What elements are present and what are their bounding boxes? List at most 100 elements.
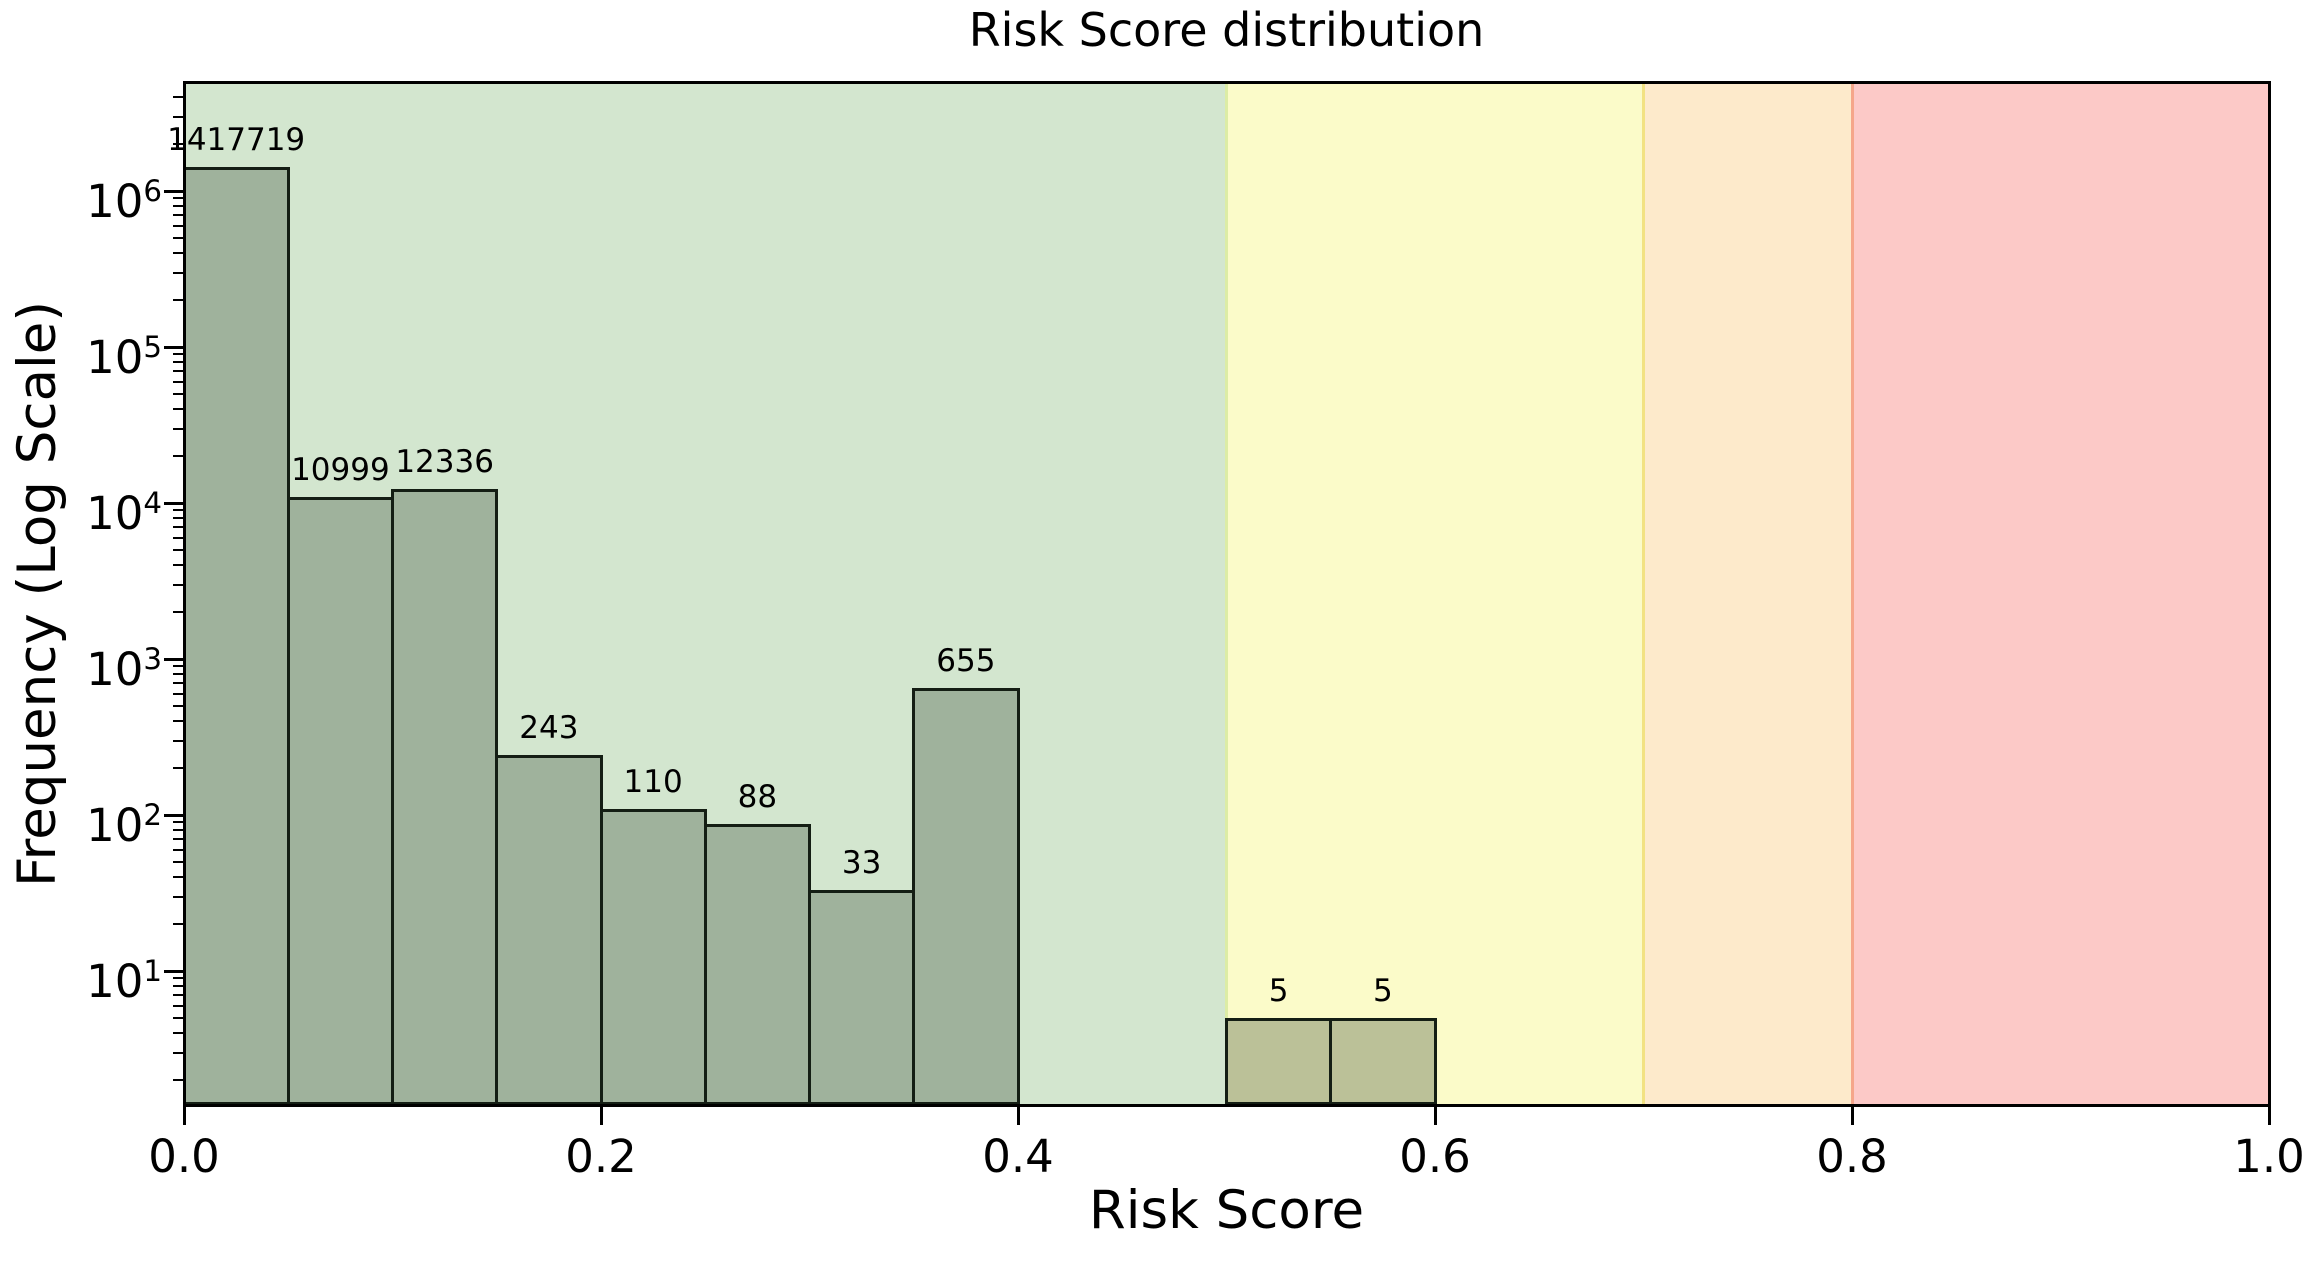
y-tick-minor [173,923,184,926]
x-tick [2267,1105,2271,1125]
x-tick [1433,1105,1437,1125]
bar-count-label: 243 [519,709,579,746]
x-tick-label: 0.4 [982,1130,1054,1183]
x-tick-label: 1.0 [2233,1130,2304,1183]
y-tick-minor [173,895,184,898]
y-tick-minor [173,143,184,146]
x-tick-label: 0.6 [1399,1130,1471,1183]
y-tick-minor [173,1051,184,1054]
y-tick-minor [173,665,184,668]
x-axis-label: Risk Score [1088,1180,1365,1241]
y-tick-minor [173,392,184,395]
y-tick-minor [173,1004,184,1007]
y-tick-minor [173,115,184,118]
y-tick-major [164,501,184,505]
y-tick-minor [173,299,184,302]
plot-spine-bottom [182,1103,2271,1107]
y-tick-minor [173,205,184,208]
y-tick-minor [173,704,184,707]
bar-count-label: 655 [936,642,996,679]
y-tick-minor [173,829,184,832]
x-tick [1016,1105,1020,1125]
plot-spine-top [182,80,2271,84]
x-tick [182,1105,186,1125]
histogram-bar [495,754,603,1105]
histogram-bar [286,496,394,1105]
y-tick-major [164,345,184,349]
y-tick-minor [173,838,184,841]
bar-count-label: 1417719 [167,122,306,159]
plot-spine-right [2267,80,2271,1107]
bar-count-label: 33 [841,845,882,882]
band-divider [1850,82,1854,1105]
x-tick-label: 0.8 [1816,1130,1888,1183]
x-tick-label: 0.0 [148,1130,220,1183]
y-tick-minor [173,583,184,586]
y-tick-minor [173,876,184,879]
y-tick-major [164,969,184,973]
x-tick [1850,1105,1854,1125]
y-tick-minor [173,977,184,980]
y-tick-minor [173,673,184,676]
histogram-bar [1225,1017,1333,1105]
bar-count-label: 5 [1373,972,1393,1009]
y-tick-minor [173,455,184,458]
y-tick-minor [173,860,184,863]
y-tick-minor [173,526,184,529]
y-tick-label: 104 [86,486,162,541]
y-tick-major [164,657,184,661]
y-tick-minor [173,236,184,239]
y-tick-label: 105 [86,330,162,385]
bar-count-label: 12336 [395,443,494,480]
histogram-bar [182,167,290,1105]
band-red-zone [1852,82,2269,1105]
band-yellow-zone [1226,82,1644,1105]
y-tick-minor [173,821,184,824]
bar-count-label: 5 [1268,972,1289,1009]
y-tick-minor [173,564,184,567]
y-tick-minor [173,252,184,255]
y-tick-minor [173,96,184,99]
y-tick-minor [173,1016,184,1019]
y-tick-label: 103 [86,642,162,697]
y-tick-label: 101 [86,954,162,1008]
plot-area: 1417719 10999 12336 243 110 88 33 655 5 5 0.0 0.2 0.… [86,80,2304,1181]
y-tick-minor [173,720,184,723]
y-tick-minor [173,548,184,551]
y-tick-minor [173,848,184,851]
histogram-bar [808,890,916,1105]
bar-count-label: 110 [623,763,683,800]
y-tick-minor [173,517,184,520]
y-tick-minor [173,197,184,200]
plot-spine-left [182,80,186,1107]
y-tick-minor [173,370,184,373]
y-tick-minor [173,682,184,685]
y-tick-minor [173,611,184,614]
band-divider [1225,82,1228,1105]
y-tick-minor [173,985,184,988]
y-tick-minor [173,692,184,695]
y-tick-minor [173,536,184,539]
y-tick-major [164,189,184,193]
bar-count-label: 10999 [291,451,390,488]
y-tick-minor [173,427,184,430]
y-tick-minor [173,353,184,356]
chart-title: Risk Score distribution [968,3,1485,57]
y-tick-minor [173,767,184,770]
y-tick-minor [173,1079,184,1082]
y-tick-label: 102 [86,798,162,852]
x-tick-label: 0.2 [565,1130,637,1183]
histogram-bar [599,808,707,1105]
histogram-bar [912,687,1020,1105]
y-tick-minor [173,224,184,227]
y-tick-minor [173,361,184,364]
y-tick-minor [173,739,184,742]
y-tick-label: 106 [86,174,162,229]
y-tick-major [164,813,184,817]
band-divider [1642,82,1645,1105]
y-tick-minor [173,380,184,383]
x-tick [599,1105,603,1125]
bar-count-label: 88 [737,778,778,815]
y-tick-minor [173,1032,184,1035]
y-tick-minor [173,271,184,274]
